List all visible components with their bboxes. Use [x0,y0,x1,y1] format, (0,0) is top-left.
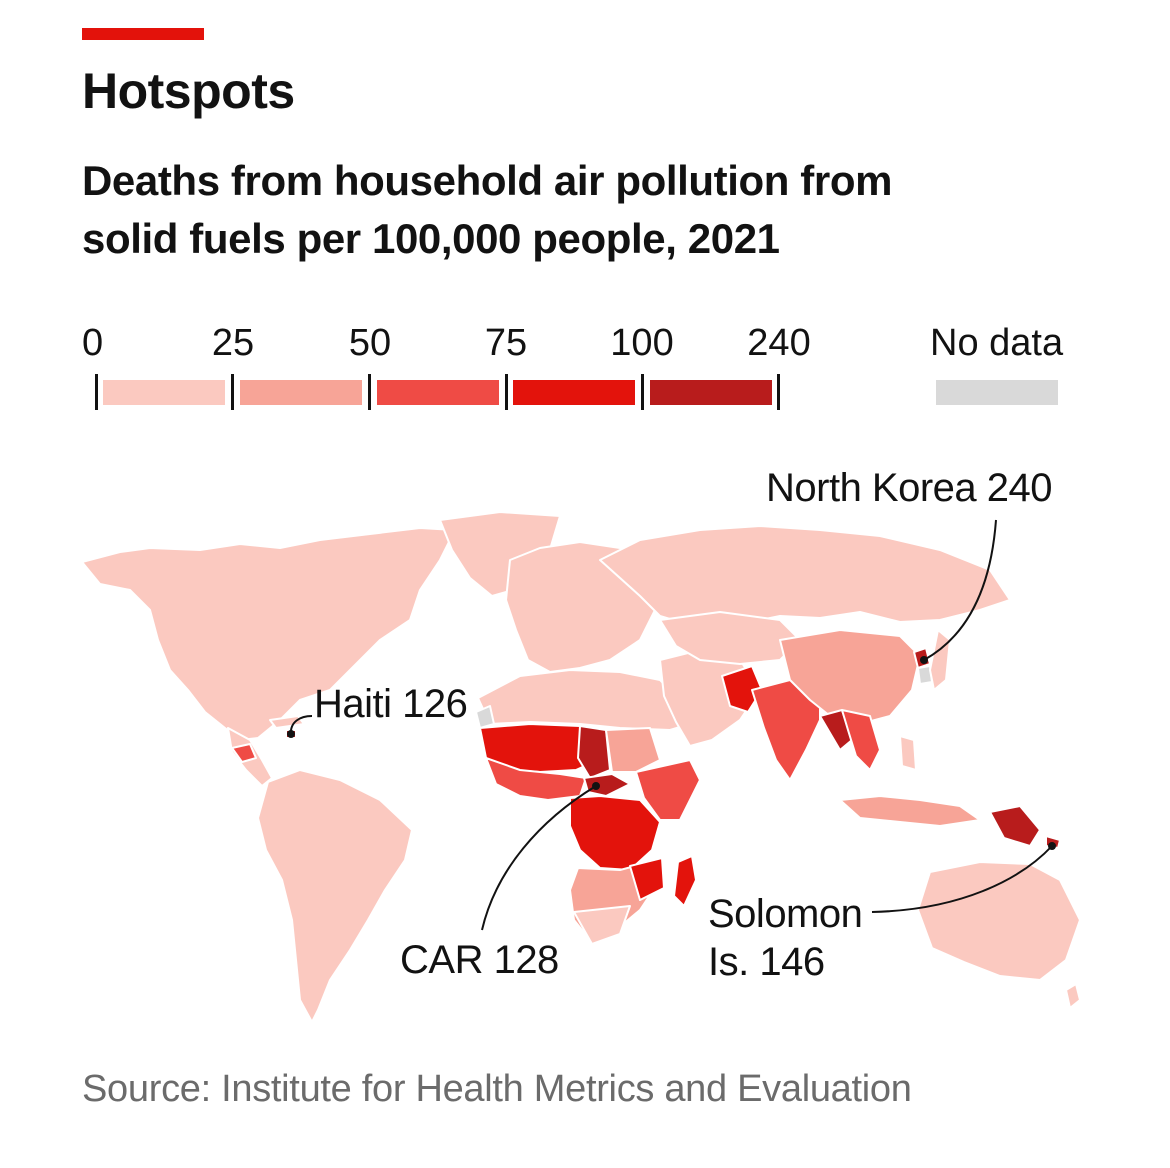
region-russia [599,525,1011,629]
brand-accent-bar [82,28,204,40]
region-chad [577,725,611,779]
legend-swatch [377,380,499,405]
region-car [583,773,631,797]
callout-dot-car [592,782,600,790]
region-western-sahara [475,705,495,729]
callout-dot-north-korea [920,656,928,664]
legend-tick [231,374,234,410]
callout-line-north-korea [923,519,997,661]
region-north-africa [477,669,691,731]
chart-title: Hotspots [82,63,295,119]
region-central-africa [569,795,661,871]
legend-no-data-label: No data [930,322,1064,364]
region-cuba [269,715,305,729]
region-madagascar [673,855,697,907]
legend-swatch [650,380,772,405]
callout-dot-haiti [287,730,295,738]
region-philippines [899,735,917,771]
world-choropleth-map [81,511,1081,1023]
annotation-solomon-line1: Solomon [708,892,863,936]
legend-tick-label: 75 [484,322,528,364]
region-new-zealand [1065,983,1081,1009]
region-guatemala-honduras [231,743,257,763]
region-north-america [81,527,456,741]
region-south-africa [573,905,631,945]
legend-tick [641,374,644,410]
callout-line-solomon [871,845,1053,913]
legend-swatch [240,380,362,405]
legend-tick [95,374,98,410]
legend: 0 25 50 75 100 240 No data [0,318,1170,418]
annotation-car: CAR 128 [400,938,559,982]
region-horn-of-africa [635,759,701,821]
legend-tick-label: 100 [610,322,674,364]
legend-tick [777,374,780,410]
annotation-north-korea: North Korea 240 [766,466,1053,510]
legend-tick-label: 240 [747,322,811,364]
source-note: Source: Institute for Health Metrics and… [82,1068,912,1110]
legend-tick-label: 0 [82,322,104,364]
annotation-haiti: Haiti 126 [314,682,468,726]
callout-line-car [481,785,597,931]
legend-swatch [513,380,635,405]
region-mozambique [629,857,665,901]
legend-tick-label: 50 [348,322,392,364]
region-papua-new-guinea [989,805,1041,847]
annotation-solomon-line2: Is. 146 [708,940,825,984]
legend-tick [368,374,371,410]
region-indonesia [839,795,981,827]
region-sudan [605,727,661,773]
legend-tick-label: 25 [211,322,255,364]
region-southeast-asia [841,709,881,771]
region-australia [917,861,1081,981]
chart-subtitle: Deaths from household air pollution from… [82,157,893,262]
region-south-america [257,769,413,1023]
region-china [779,629,921,725]
legend-swatch [103,380,225,405]
legend-tick [505,374,508,410]
legend-no-data-swatch [936,380,1058,405]
region-central-asia [659,611,801,665]
callout-dot-solomon [1048,842,1056,850]
region-japan [929,629,951,691]
